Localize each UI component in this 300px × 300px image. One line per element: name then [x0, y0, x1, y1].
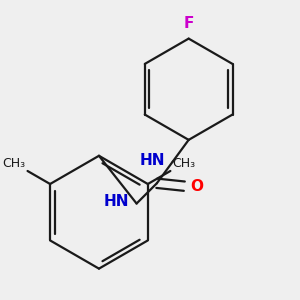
Text: CH₃: CH₃ — [2, 157, 25, 169]
Text: HN: HN — [104, 194, 129, 209]
Text: F: F — [184, 16, 194, 32]
Text: HN: HN — [140, 153, 166, 168]
Text: CH₃: CH₃ — [173, 157, 196, 169]
Text: O: O — [191, 179, 204, 194]
